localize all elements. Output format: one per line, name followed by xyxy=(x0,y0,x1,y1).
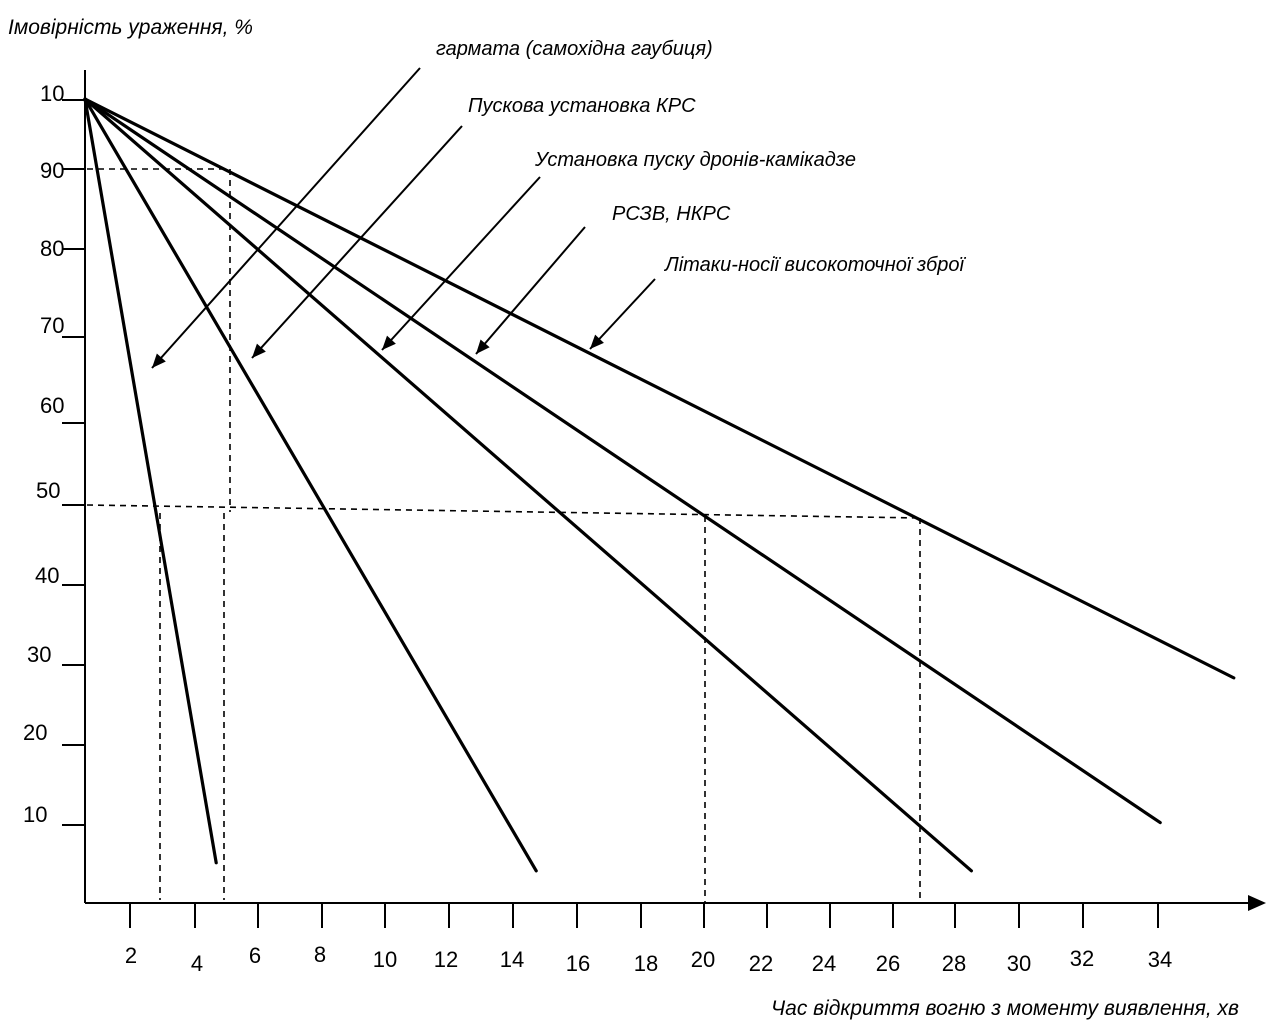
x-tick-label: 16 xyxy=(566,951,590,976)
series-lines xyxy=(83,97,1236,873)
x-tick-label: 28 xyxy=(942,951,966,976)
label-arrow-head xyxy=(382,335,396,350)
series-line-5 xyxy=(83,97,1236,680)
series-labels: гармата (самохідна гаубиця) Пускова устан… xyxy=(151,38,966,369)
x-tick-label: 2 xyxy=(125,943,137,968)
reference-lines xyxy=(86,168,923,903)
x-tick-label: 32 xyxy=(1070,946,1094,971)
y-tick-label: 20 xyxy=(23,720,47,745)
y-axis-label: Імовірність ураження, % xyxy=(8,16,253,39)
label-arrow-line xyxy=(475,226,586,355)
label-arrow-head xyxy=(476,339,490,354)
label-arrow-line xyxy=(251,125,463,359)
series-label-4: РСЗВ, НКРС xyxy=(612,203,731,225)
series-line-1 xyxy=(83,97,218,865)
y-tick-label: 70 xyxy=(40,313,64,338)
y-tick-label: 10 xyxy=(40,81,64,106)
y-tick-label: 60 xyxy=(40,393,64,418)
x-tick-label: 20 xyxy=(691,947,715,972)
x-axis-label: Час відкриття вогню з моменту виявлення,… xyxy=(771,997,1239,1020)
label-arrow-head xyxy=(590,334,604,349)
y-tick-label: 40 xyxy=(35,563,59,588)
series-line-2 xyxy=(83,97,538,873)
x-tick-label: 14 xyxy=(500,947,524,972)
label-arrow-line xyxy=(151,67,421,369)
label-arrow-head xyxy=(252,343,266,358)
x-tick-label: 30 xyxy=(1007,951,1031,976)
x-tick-label: 12 xyxy=(434,947,458,972)
x-tick-label: 4 xyxy=(191,951,203,976)
label-arrow-head xyxy=(152,353,166,368)
y-tick-label: 10 xyxy=(23,802,47,827)
reference-line-90 xyxy=(87,168,231,512)
x-tick-label: 10 xyxy=(373,947,397,972)
label-arrow-line xyxy=(381,176,541,351)
axes xyxy=(62,70,1266,928)
x-tick-label: 34 xyxy=(1148,947,1172,972)
label-arrow-line xyxy=(589,278,656,350)
series-line-4 xyxy=(83,97,1162,825)
series-label-3: Установка пуску дронів-камікадзе xyxy=(534,149,856,171)
series-label-5: Літаки-носії високоточної зброї xyxy=(663,254,966,276)
x-tick-label: 26 xyxy=(876,951,900,976)
x-tick-label: 22 xyxy=(749,951,773,976)
series-label-2: Пускова установка КРС xyxy=(468,95,696,117)
x-tick-label: 18 xyxy=(634,951,658,976)
y-tick-label: 30 xyxy=(27,642,51,667)
series-line-3 xyxy=(83,97,974,873)
x-tick-label: 8 xyxy=(314,942,326,967)
x-tick-label: 24 xyxy=(812,951,836,976)
y-tick-label: 50 xyxy=(36,478,60,503)
reference-line-50 xyxy=(86,504,923,519)
x-tick-label: 6 xyxy=(249,943,261,968)
y-tick-label: 90 xyxy=(40,158,64,183)
series-label-1: гармата (самохідна гаубиця) xyxy=(436,38,713,60)
y-tick-label: 80 xyxy=(40,236,64,261)
x-axis-arrow xyxy=(1248,895,1266,911)
